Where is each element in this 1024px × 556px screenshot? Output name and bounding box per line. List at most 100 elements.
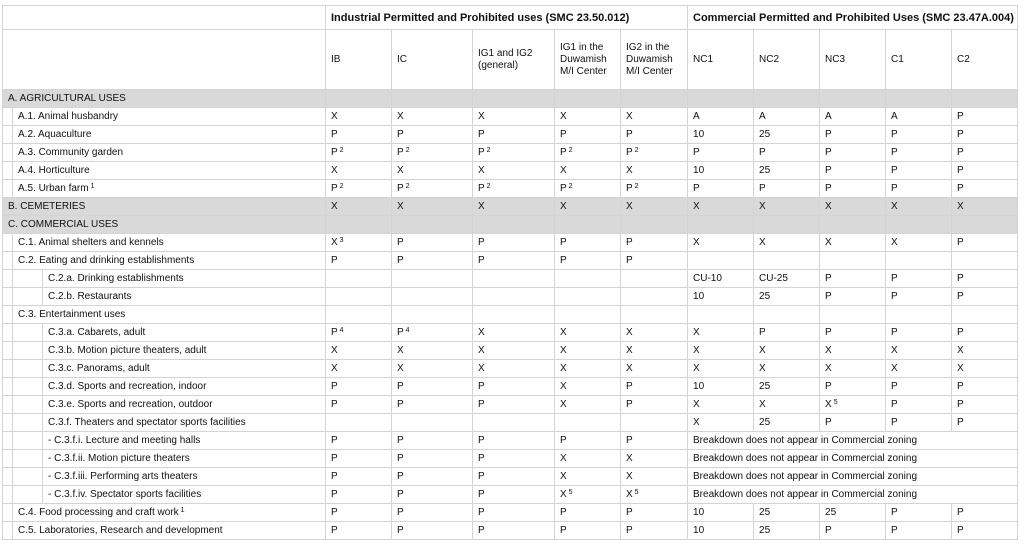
footnote: 2 — [339, 183, 344, 190]
label-text: - C.3.f.iv. Spectator sports facilities — [48, 489, 202, 500]
value-cell: P — [687, 143, 755, 162]
value-cell: X — [472, 359, 555, 378]
value-cell — [472, 89, 555, 108]
label-text: C.3.d. Sports and recreation, indoor — [48, 381, 207, 392]
value: P — [397, 435, 404, 446]
row: A.5. Urban farm 1 P 2 P 2 P 2 P 2 P 2 P P P P P — [2, 179, 1019, 198]
row: A.2. Aquaculture P P P P P 10 25 P P P — [2, 125, 1019, 144]
value: P — [891, 399, 898, 410]
value: P — [560, 507, 567, 518]
row: A.4. Horticulture X X X X X 10 25 P P P — [2, 161, 1019, 180]
footnote: 2 — [405, 147, 410, 154]
value: X — [825, 399, 832, 410]
value: CU-10 — [693, 273, 722, 284]
value-cell: P — [819, 521, 887, 540]
value-cell: P — [885, 161, 953, 180]
value: P — [825, 183, 832, 194]
section-title: B. CEMETERIES — [2, 197, 326, 216]
value-cell: P — [554, 521, 621, 540]
value: X — [957, 363, 964, 374]
value: P — [560, 237, 567, 248]
label-text: C.3. Entertainment uses — [18, 309, 126, 320]
value: X — [825, 363, 832, 374]
value-cell: P — [753, 143, 821, 162]
label-text: C.4. Food processing and craft work — [18, 507, 179, 518]
label-text: C. COMMERCIAL USES — [8, 219, 119, 230]
column-header: C1 — [885, 29, 953, 90]
indent-cell — [12, 341, 43, 360]
value-cell — [391, 287, 473, 306]
value: X — [397, 345, 404, 356]
row-label: - C.3.f.iii. Performing arts theaters — [42, 467, 326, 486]
section-title: C. COMMERCIAL USES — [2, 215, 326, 234]
value-cell: X — [619, 449, 689, 468]
value: A — [891, 111, 898, 122]
value: X — [560, 363, 567, 374]
value: P — [626, 381, 633, 392]
value: X — [560, 201, 567, 212]
value: P — [891, 327, 898, 338]
footnote: 2 — [486, 147, 491, 154]
column-header: IG1 and IG2 (general) — [472, 29, 555, 90]
value: P — [560, 129, 567, 140]
value-cell — [472, 215, 555, 234]
value-cell: P — [951, 179, 1019, 198]
value-cell: X — [951, 359, 1019, 378]
value: X — [759, 237, 766, 248]
value: X — [759, 345, 766, 356]
footnote: 2 — [634, 147, 639, 154]
value-cell — [753, 89, 821, 108]
value: P — [626, 237, 633, 248]
value: P — [891, 291, 898, 302]
label-text: A.2. Aquaculture — [18, 129, 92, 140]
value-cell: P — [951, 503, 1019, 522]
value: P — [626, 129, 633, 140]
value-cell: X — [619, 107, 689, 126]
value: 25 — [759, 291, 771, 302]
label-text: - C.3.f.iii. Performing arts theaters — [48, 471, 198, 482]
row: C.4. Food processing and craft work 1 P P P P… — [2, 503, 1019, 522]
value-cell: P — [819, 377, 887, 396]
value: X — [560, 327, 567, 338]
row-label: C.3.b. Motion picture theaters, adult — [42, 341, 326, 360]
value-cell: P — [472, 485, 555, 504]
value: P — [478, 147, 485, 158]
value: P — [957, 381, 964, 392]
indent-cell — [2, 413, 13, 432]
value-cell: 25 — [819, 503, 887, 522]
indent-cell — [2, 485, 13, 504]
value: P — [560, 183, 567, 194]
value: P — [331, 255, 338, 266]
value: 10 — [693, 129, 705, 140]
value: X — [560, 165, 567, 176]
value-cell: P — [819, 161, 887, 180]
value: P — [478, 507, 485, 518]
indent-cell — [12, 431, 43, 450]
value: P — [560, 525, 567, 536]
column-header: IG2 in the Duwamish M/I Center — [619, 29, 689, 90]
value: X — [478, 345, 485, 356]
row: A.3. Community garden P 2 P 2 P 2 P 2 P 2 P P P P P — [2, 143, 1019, 162]
value-cell: P — [325, 503, 392, 522]
value: P — [957, 327, 964, 338]
value-cell: P — [391, 431, 473, 450]
value: P — [759, 327, 766, 338]
value-cell — [391, 89, 473, 108]
value-cell: P — [885, 521, 953, 540]
value: X — [560, 489, 567, 500]
indent-cell — [2, 323, 13, 342]
indent-cell — [12, 359, 43, 378]
value-cell: P — [472, 377, 555, 396]
value-cell: 10 — [687, 125, 755, 144]
value: P — [891, 165, 898, 176]
value: P — [331, 507, 338, 518]
value-cell — [619, 305, 689, 324]
note-cell: Breakdown does not appear in Commercial … — [687, 485, 1019, 504]
